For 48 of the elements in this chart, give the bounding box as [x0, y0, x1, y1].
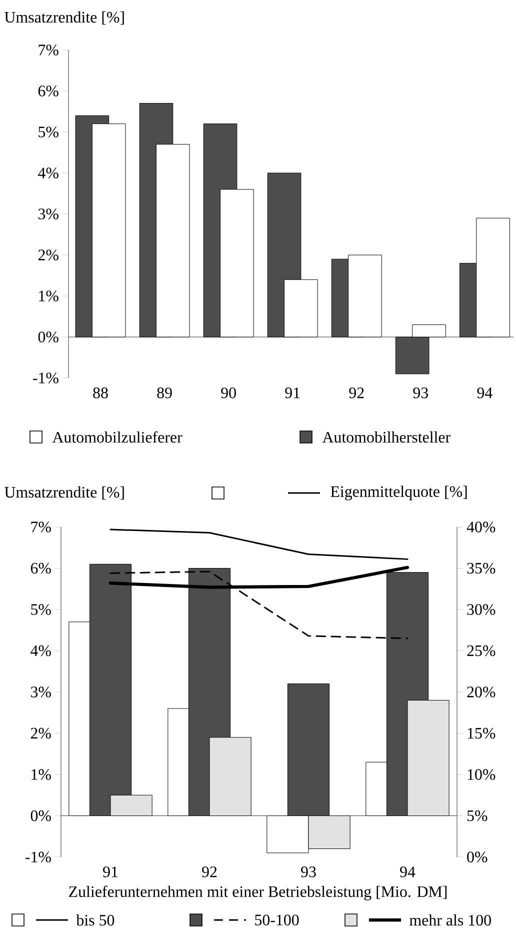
legend-label: mehr als 100 [410, 914, 491, 926]
y-tick-label: 7% [38, 44, 58, 56]
y-tick-label: 2% [30, 728, 51, 739]
x-tick-label: 92 [202, 866, 217, 878]
x-tick-label: 92 [349, 388, 364, 398]
y-tick-label: 3% [38, 208, 58, 220]
x-tick-label: 94 [477, 388, 492, 398]
legend-label: 50-100 [255, 914, 299, 926]
y-tick-label: 6% [30, 562, 51, 574]
y2-tick-label: 40% [466, 522, 496, 532]
x-tick-label: 94 [400, 866, 416, 878]
x-tick-label: 90 [221, 388, 236, 398]
y2-tick-label: 15% [468, 728, 496, 739]
y2-tick-label: 30% [467, 604, 496, 615]
y2-tick-label: 25% [467, 645, 496, 656]
legend-label: Automobilhersteller [322, 431, 450, 443]
legend-label: bis 50 [76, 914, 114, 926]
y-tick-label: -1% [26, 852, 51, 862]
x-tick-label: 93 [301, 866, 316, 878]
y2-tick-label: 10% [468, 769, 496, 780]
y-tick-label: 2% [38, 250, 58, 260]
x-tick-label: 93 [413, 388, 428, 398]
y-tick-label: 3% [31, 686, 51, 698]
line-series [110, 528, 408, 560]
y-tick-label: 1% [32, 769, 51, 780]
x-tick-label: 89 [157, 388, 172, 398]
x-tick-label: 91 [285, 388, 300, 398]
y-tick-label: 4% [30, 645, 51, 656]
y-axis-title: Umsatzrendite [%] [4, 486, 124, 500]
y-tick-label: 1% [39, 290, 58, 302]
x-tick-label: 88 [93, 388, 108, 398]
y-tick-label: -1% [33, 372, 58, 384]
y-tick-label: 0% [30, 810, 51, 822]
y-tick-label: 4% [38, 168, 58, 178]
x-axis-title: Zulieferunternehmen mit einer Betriebsleistung [Mio. DM] [69, 886, 447, 900]
y-tick-label: 7% [31, 522, 51, 532]
y-tick-label: 5% [38, 126, 58, 138]
y-tick-label: 6% [38, 86, 58, 96]
y2-axis-title: Eigenmittelquote [%] [330, 486, 467, 500]
y-tick-label: 0% [38, 332, 58, 342]
x-tick-label: 91 [103, 866, 118, 878]
legend-label: Automobilzulieferer [52, 431, 182, 443]
y2-tick-label: 35% [467, 562, 496, 574]
y2-tick-label: 5% [467, 810, 488, 822]
y2-tick-label: 20% [467, 686, 496, 698]
y2-tick-label: 0% [467, 852, 488, 862]
y-axis-title: Umsatzrendite [%] [4, 11, 124, 25]
y-tick-label: 5% [31, 604, 51, 615]
